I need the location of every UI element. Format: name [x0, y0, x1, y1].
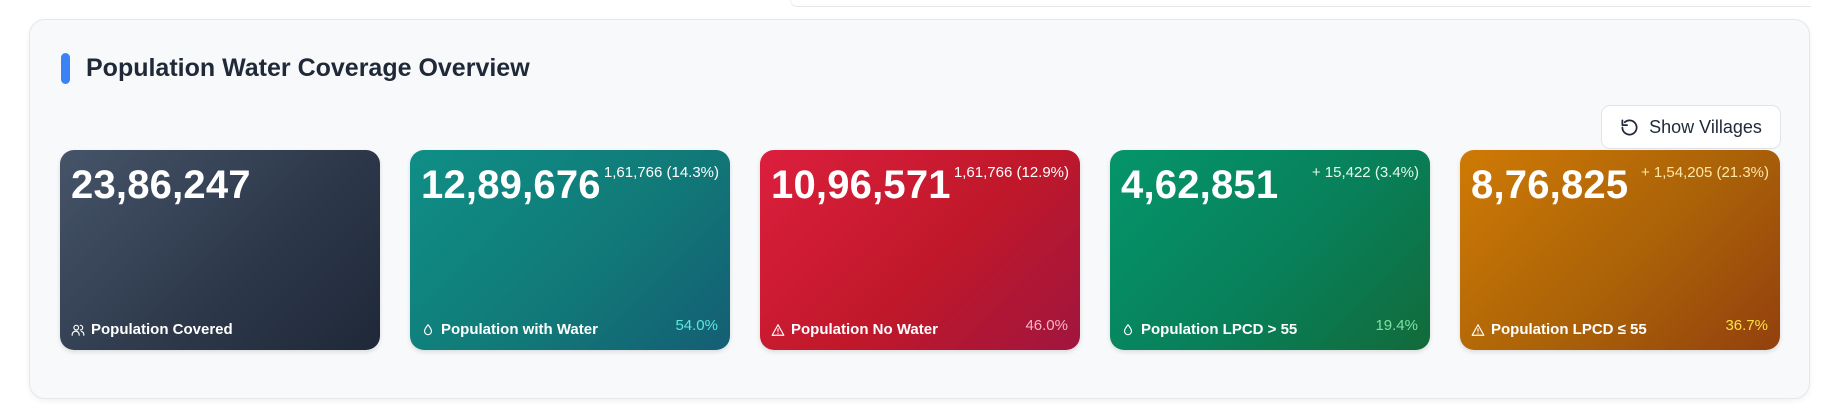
card-value: 12,89,676 [421, 163, 601, 207]
refresh-icon [1621, 119, 1638, 135]
stat-card-population-no-water[interactable]: 10,96,571 1,61,766 (12.9%) Population No… [760, 150, 1080, 350]
stat-card-population-lpcd-at-most-55[interactable]: 8,76,825 + 1,54,205 (21.3%) Population L… [1460, 150, 1780, 350]
card-label: Population Covered [91, 321, 233, 338]
card-delta: 1,61,766 (14.3%) [603, 164, 719, 181]
panel-title: Population Water Coverage Overview [86, 54, 530, 82]
card-label: Population No Water [791, 321, 938, 338]
droplet-icon [1123, 323, 1133, 335]
card-percent: 19.4% [1375, 317, 1418, 334]
alert-triangle-icon [1471, 323, 1485, 336]
stat-card-population-with-water[interactable]: 12,89,676 1,61,766 (14.3%) Population wi… [410, 150, 730, 350]
card-percent: 46.0% [1025, 317, 1068, 334]
card-value: 10,96,571 [771, 163, 951, 207]
card-footer: Population No Water [771, 321, 938, 338]
show-villages-label: Show Villages [1649, 116, 1762, 137]
top-container-edge [790, 0, 1811, 7]
users-icon [71, 324, 85, 336]
title-accent-bar [61, 53, 70, 84]
card-footer: Population LPCD ≤ 55 [1471, 321, 1647, 338]
card-value: 23,86,247 [71, 163, 251, 207]
card-percent: 54.0% [675, 317, 718, 334]
card-delta: 1,61,766 (12.9%) [953, 164, 1069, 181]
card-label: Population LPCD > 55 [1141, 321, 1298, 338]
card-value: 4,62,851 [1121, 163, 1279, 207]
stat-card-population-covered[interactable]: 23,86,247 Population Covered [60, 150, 380, 350]
alert-triangle-icon [771, 323, 785, 336]
card-footer: Population Covered [71, 321, 233, 338]
card-delta: + 1,54,205 (21.3%) [1640, 164, 1769, 181]
droplet-icon [423, 323, 433, 335]
card-footer: Population with Water [421, 321, 598, 338]
card-label: Population LPCD ≤ 55 [1491, 321, 1647, 338]
card-footer: Population LPCD > 55 [1121, 321, 1297, 338]
card-percent: 36.7% [1725, 317, 1768, 334]
show-villages-button[interactable]: Show Villages [1601, 105, 1781, 149]
card-label: Population with Water [441, 321, 598, 338]
card-value: 8,76,825 [1471, 163, 1629, 207]
stat-card-population-lpcd-above-55[interactable]: 4,62,851 + 15,422 (3.4%) Population LPCD… [1110, 150, 1430, 350]
card-delta: + 15,422 (3.4%) [1311, 164, 1419, 181]
